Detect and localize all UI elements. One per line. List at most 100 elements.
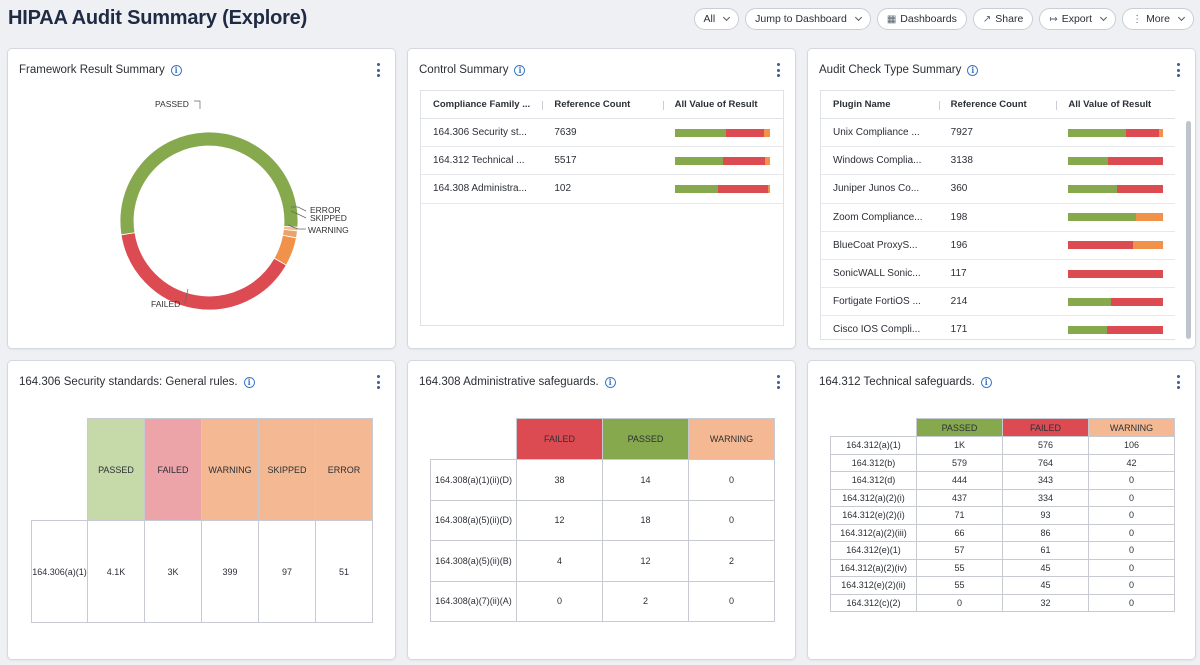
column-header[interactable]: Compliance Family ... [433,99,531,110]
table-row[interactable]: 164.312(a)(2)(iv) 55 45 0 [830,558,1175,577]
value-cell: 55 [916,576,1003,595]
table-row[interactable]: 164.308(a)(7)(ii)(A) 0 2 0 [430,580,775,622]
reference-count-cell: 360 [950,183,968,195]
value-cell: 71 [916,506,1003,525]
value-cell: 61 [1002,541,1089,560]
header-row: FAILED PASSED WARNING [431,418,775,460]
control-summary-grid: Compliance Family ... Reference Count Al… [420,90,784,326]
value-cell: 18 [602,499,689,541]
panel-menu-icon[interactable] [376,63,380,77]
table-row[interactable]: 164.312(c)(2) 0 32 0 [830,593,1175,612]
panel-title: 164.308 Administrative safeguards. i [419,376,616,388]
panel-menu-icon[interactable] [776,375,780,389]
table-row[interactable]: 164.308 Administra... 102 [421,175,783,204]
share-label: Share [995,13,1024,25]
share-icon: ↗ [982,13,992,25]
info-icon[interactable]: i [243,376,255,388]
panel-menu-icon[interactable] [1176,375,1180,389]
value-cell: 579 [916,453,1003,472]
value-cell: 2 [602,580,689,622]
table-row[interactable]: 164.308(a)(1)(ii)(D) 38 14 0 [430,459,775,501]
value-cell: 0 [688,459,775,501]
panel-menu-icon[interactable] [776,63,780,77]
value-cell: 576 [1002,436,1089,455]
table-row[interactable]: Zoom Compliance... 198 [821,204,1175,232]
table-row[interactable]: 164.312(e)(2)(i) 71 93 0 [830,506,1175,525]
row-label: 164.312(e)(2)(i) [830,506,917,525]
table-row[interactable]: Windows Complia... 3138 [821,147,1175,176]
table-row[interactable]: SonicWALL Sonic... 117 [821,260,1175,289]
value-cell: 0 [1088,576,1175,595]
passed-label: PASSED [155,99,189,109]
column-header[interactable]: All Value of Result [1056,99,1175,110]
value-cell: 0 [1088,488,1175,507]
row-label: 164.312(b) [830,453,917,472]
table-row[interactable]: Fortigate FortiOS ... 214 [821,288,1175,317]
result-cell [1056,128,1175,137]
table-row[interactable]: 164.312(e)(1) 57 61 0 [830,541,1175,560]
export-dropdown[interactable]: ↦ Export [1039,8,1117,30]
table-row[interactable]: 164.312(b) 579 764 42 [830,453,1175,472]
table-row[interactable]: BlueCoat ProxyS... 196 [821,232,1175,260]
info-icon[interactable]: i [170,64,182,76]
result-bar-warning [1158,128,1164,137]
column-header-failed: FAILED [516,418,603,460]
result-bar-passed [1068,184,1117,193]
column-header[interactable]: Reference Count [542,99,662,110]
filter-dropdown[interactable]: All [693,8,740,30]
info-icon[interactable]: i [967,64,979,76]
grid-header: Compliance Family ... Reference Count Al… [421,91,783,119]
column-header[interactable]: All Value of Result [662,99,783,110]
dashboards-button[interactable]: ▦ Dashboards [876,8,967,30]
table-row[interactable]: 164.312(e)(2)(ii) 55 45 0 [830,576,1175,595]
table-row[interactable]: 164.308(a)(5)(ii)(D) 12 18 0 [430,499,775,541]
share-button[interactable]: ↗ Share [972,8,1034,30]
result-bar-passed [1068,325,1108,334]
table-row[interactable]: 164.312(a)(2)(iii) 66 86 0 [830,523,1175,542]
table-row[interactable]: 164.312 Technical ... 5517 [421,147,783,176]
table-row[interactable]: 164.312(d) 444 343 0 [830,471,1175,490]
more-dropdown[interactable]: ⋮ More [1122,8,1194,30]
table-row[interactable]: 164.312(a)(1) 1K 576 106 [830,436,1175,455]
jump-to-dashboard-dropdown[interactable]: Jump to Dashboard [745,8,871,30]
row-name-cell: BlueCoat ProxyS... [833,239,918,251]
info-icon[interactable]: i [514,64,526,76]
error-label: ERROR [310,205,341,215]
security-standards-table: PASSED FAILED WARNING SKIPPED ERROR 164.306(a… [31,418,373,623]
result-bar-passed [674,128,726,137]
reference-count-cell: 171 [950,324,968,336]
vertical-dots-icon: ⋮ [1132,13,1143,25]
row-label: 164.306(a)(1) [31,520,88,623]
result-bar-warning [767,184,770,193]
panel-menu-icon[interactable] [1176,63,1180,77]
column-header[interactable]: Plugin Name [833,99,891,110]
result-cell [1056,325,1175,334]
table-row[interactable]: 164.306(a)(1) 4.1K 3K 399 97 51 [31,520,373,623]
table-row[interactable]: Cisco IOS Compli... 171 [821,316,1175,339]
value-cell: 38 [516,459,603,501]
jump-label: Jump to Dashboard [755,13,847,25]
value-cell: 4 [516,540,603,582]
table-row[interactable]: 164.312(a)(2)(i) 437 334 0 [830,488,1175,507]
column-header[interactable]: Reference Count [938,99,1057,110]
vertical-scrollbar[interactable] [1186,121,1191,339]
info-icon[interactable]: i [604,376,616,388]
table-row[interactable]: 164.306 Security st... 7639 [421,119,783,148]
export-label: Export [1061,13,1093,25]
donut-slice-passed[interactable] [119,131,299,236]
result-bar [1068,156,1164,165]
table-row[interactable]: 164.308(a)(5)(ii)(B) 4 12 2 [430,540,775,582]
table-row[interactable]: Juniper Junos Co... 360 [821,175,1175,204]
row-name-cell: Windows Complia... [833,155,922,167]
table-row[interactable]: Unix Compliance ... 7927 [821,119,1175,148]
row-label: 164.312(e)(1) [830,541,917,560]
value-cell: 764 [1002,453,1089,472]
value-cell: 399 [201,520,259,623]
column-header-skipped: SKIPPED [258,418,316,521]
value-cell: 0 [1088,471,1175,490]
panel-menu-icon[interactable] [376,375,380,389]
value-cell: 12 [516,499,603,541]
info-icon[interactable]: i [980,376,992,388]
result-bar-failed [1111,297,1164,306]
donut-slice-failed[interactable] [120,232,287,311]
